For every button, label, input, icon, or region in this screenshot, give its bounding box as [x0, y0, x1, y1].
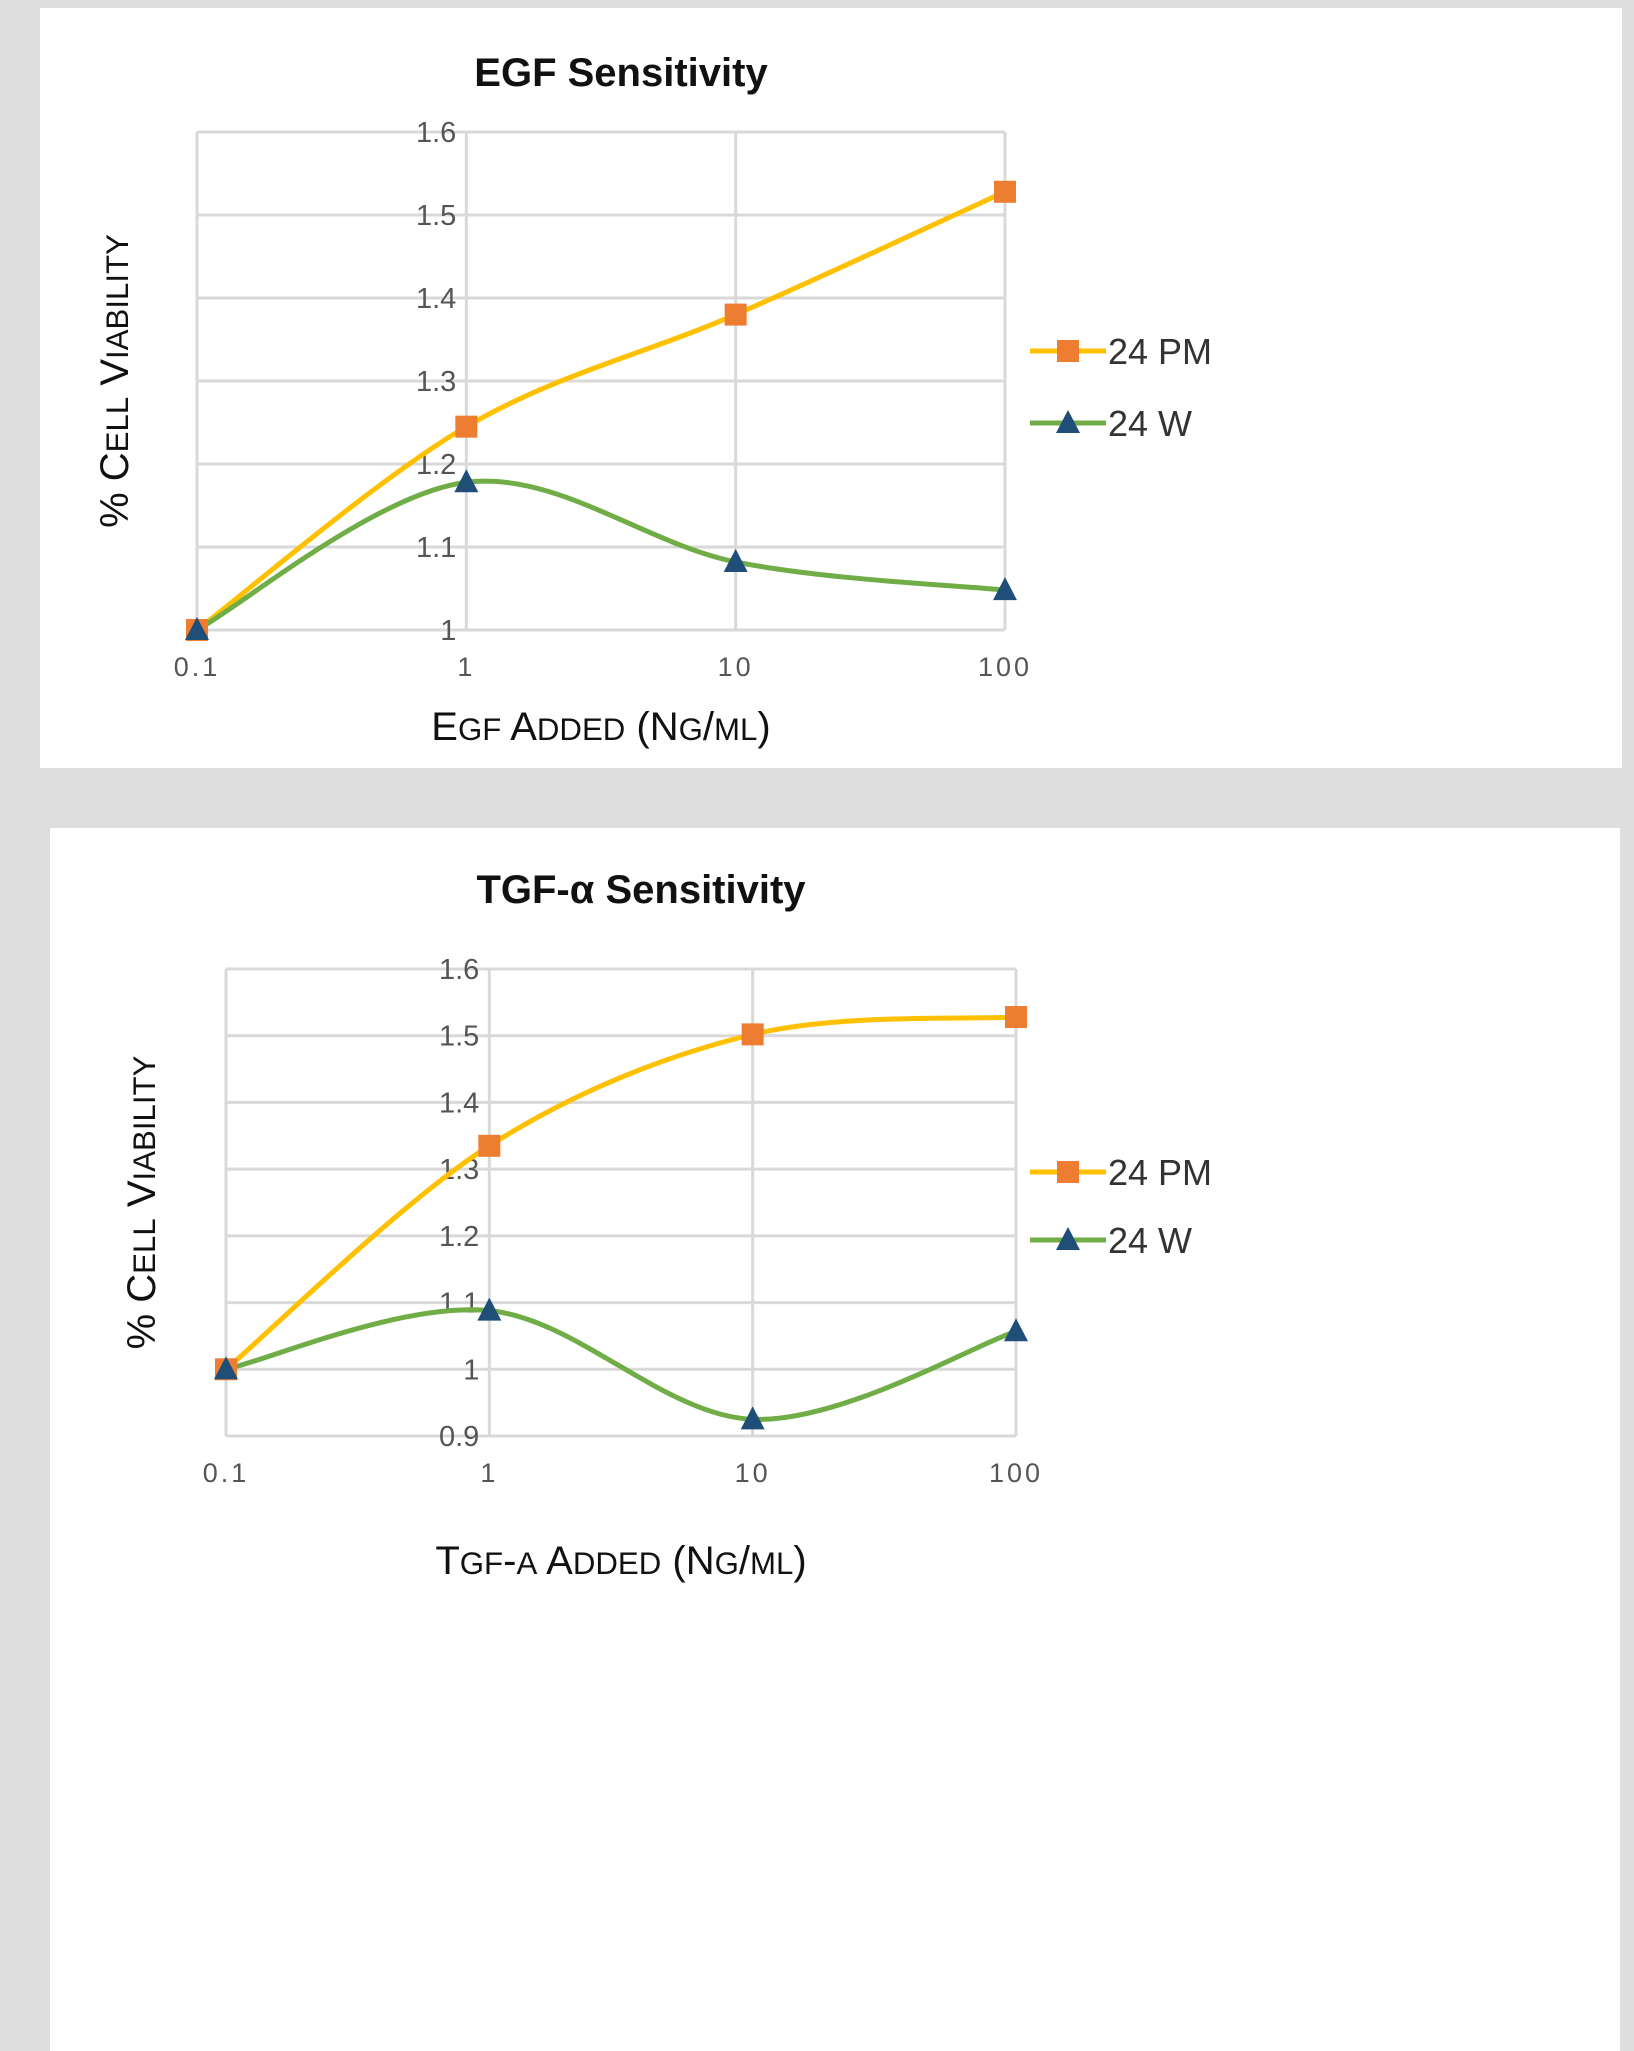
y-tick-label: 1.2	[439, 1221, 479, 1253]
series-line-24-w	[225, 1307, 1017, 1422]
y-tick-label: 1.4	[439, 1087, 479, 1119]
y-tick-label: 1.5	[439, 1021, 479, 1053]
legend-marker-square	[1057, 1161, 1079, 1183]
data-point-24w	[1004, 1318, 1028, 1342]
x-axis-label: EGF ADDED (NG/ML)	[431, 705, 770, 749]
y-tick-label: 1.6	[416, 117, 456, 149]
legend-item: 24 W	[1030, 403, 1192, 444]
data-point-24w	[740, 1406, 765, 1430]
series-line-24-w	[195, 478, 1006, 633]
legend-item: 24 PM	[1030, 1152, 1212, 1193]
y-axis-label: % CELL VIABILITY	[120, 1055, 164, 1349]
data-point-24w	[477, 1297, 502, 1321]
x-tick-label: 1	[480, 1458, 498, 1488]
legend-label: 24 W	[1108, 1220, 1192, 1261]
x-axis-label: TGF-A ADDED (NG/ML)	[435, 1539, 806, 1583]
legend-marker-triangle	[1056, 410, 1080, 433]
x-tick-label: 10	[718, 652, 754, 682]
data-point-24pm	[455, 415, 478, 438]
y-tick-label: 1	[440, 615, 456, 647]
legend-marker-square	[1057, 340, 1079, 362]
data-point-24pm	[1005, 1006, 1027, 1029]
chart-panel-tgf-alpha: TGF-α Sensitivity 0.9 1 1.1 1.2 1.3 1.4 1.5 1.6 0…	[50, 828, 1620, 2051]
y-axis-label: % CELL VIABILITY	[93, 234, 137, 528]
data-point-24w	[723, 548, 748, 572]
x-tick-label: 10	[735, 1458, 771, 1488]
data-point-24w	[993, 577, 1017, 601]
y-tick-label: 1.6	[439, 954, 479, 986]
data-point-24w	[454, 469, 479, 493]
chart-title: TGF-α Sensitivity	[476, 868, 806, 912]
chart-title: EGF Sensitivity	[474, 51, 768, 95]
series-line-24-pm	[224, 1014, 1017, 1372]
y-tick-label: 1	[463, 1354, 479, 1386]
y-tick-label: 1.3	[416, 366, 456, 398]
data-point-24w	[214, 1356, 238, 1380]
y-tick-label: 0.9	[439, 1421, 479, 1453]
tgf-alpha-sensitivity-chart: TGF-α Sensitivity0.911.11.21.31.41.51.60…	[120, 868, 1212, 1583]
y-tick-label: 1.1	[439, 1288, 479, 1320]
legend-marker-triangle	[1056, 1227, 1080, 1250]
legend-label: 24 PM	[1108, 331, 1212, 372]
data-point-24w	[185, 617, 209, 640]
data-point-24pm	[478, 1134, 501, 1157]
x-tick-label: 0.1	[174, 652, 221, 682]
series-line-24-pm	[195, 189, 1007, 632]
legend-label: 24 PM	[1108, 1152, 1212, 1193]
x-tick-label: 1	[457, 652, 475, 682]
y-tick-label: 1.1	[416, 532, 456, 564]
data-point-24pm	[994, 180, 1016, 203]
legend-item: 24 W	[1030, 1220, 1192, 1261]
x-tick-label: 100	[978, 652, 1032, 682]
y-tick-label: 1.4	[416, 283, 456, 315]
x-tick-label: 0.1	[203, 1458, 250, 1488]
x-tick-label: 100	[989, 1458, 1043, 1488]
legend-item: 24 PM	[1030, 331, 1212, 372]
chart-panel-egf: EGF Sensitivity 1 1.1 1.2 1.3 1.4 1.5 1.6 0.1 1 10…	[40, 8, 1622, 768]
data-point-24pm	[724, 303, 747, 326]
y-tick-label: 1.5	[416, 200, 456, 232]
legend-label: 24 W	[1108, 403, 1192, 444]
data-point-24pm	[741, 1023, 764, 1046]
